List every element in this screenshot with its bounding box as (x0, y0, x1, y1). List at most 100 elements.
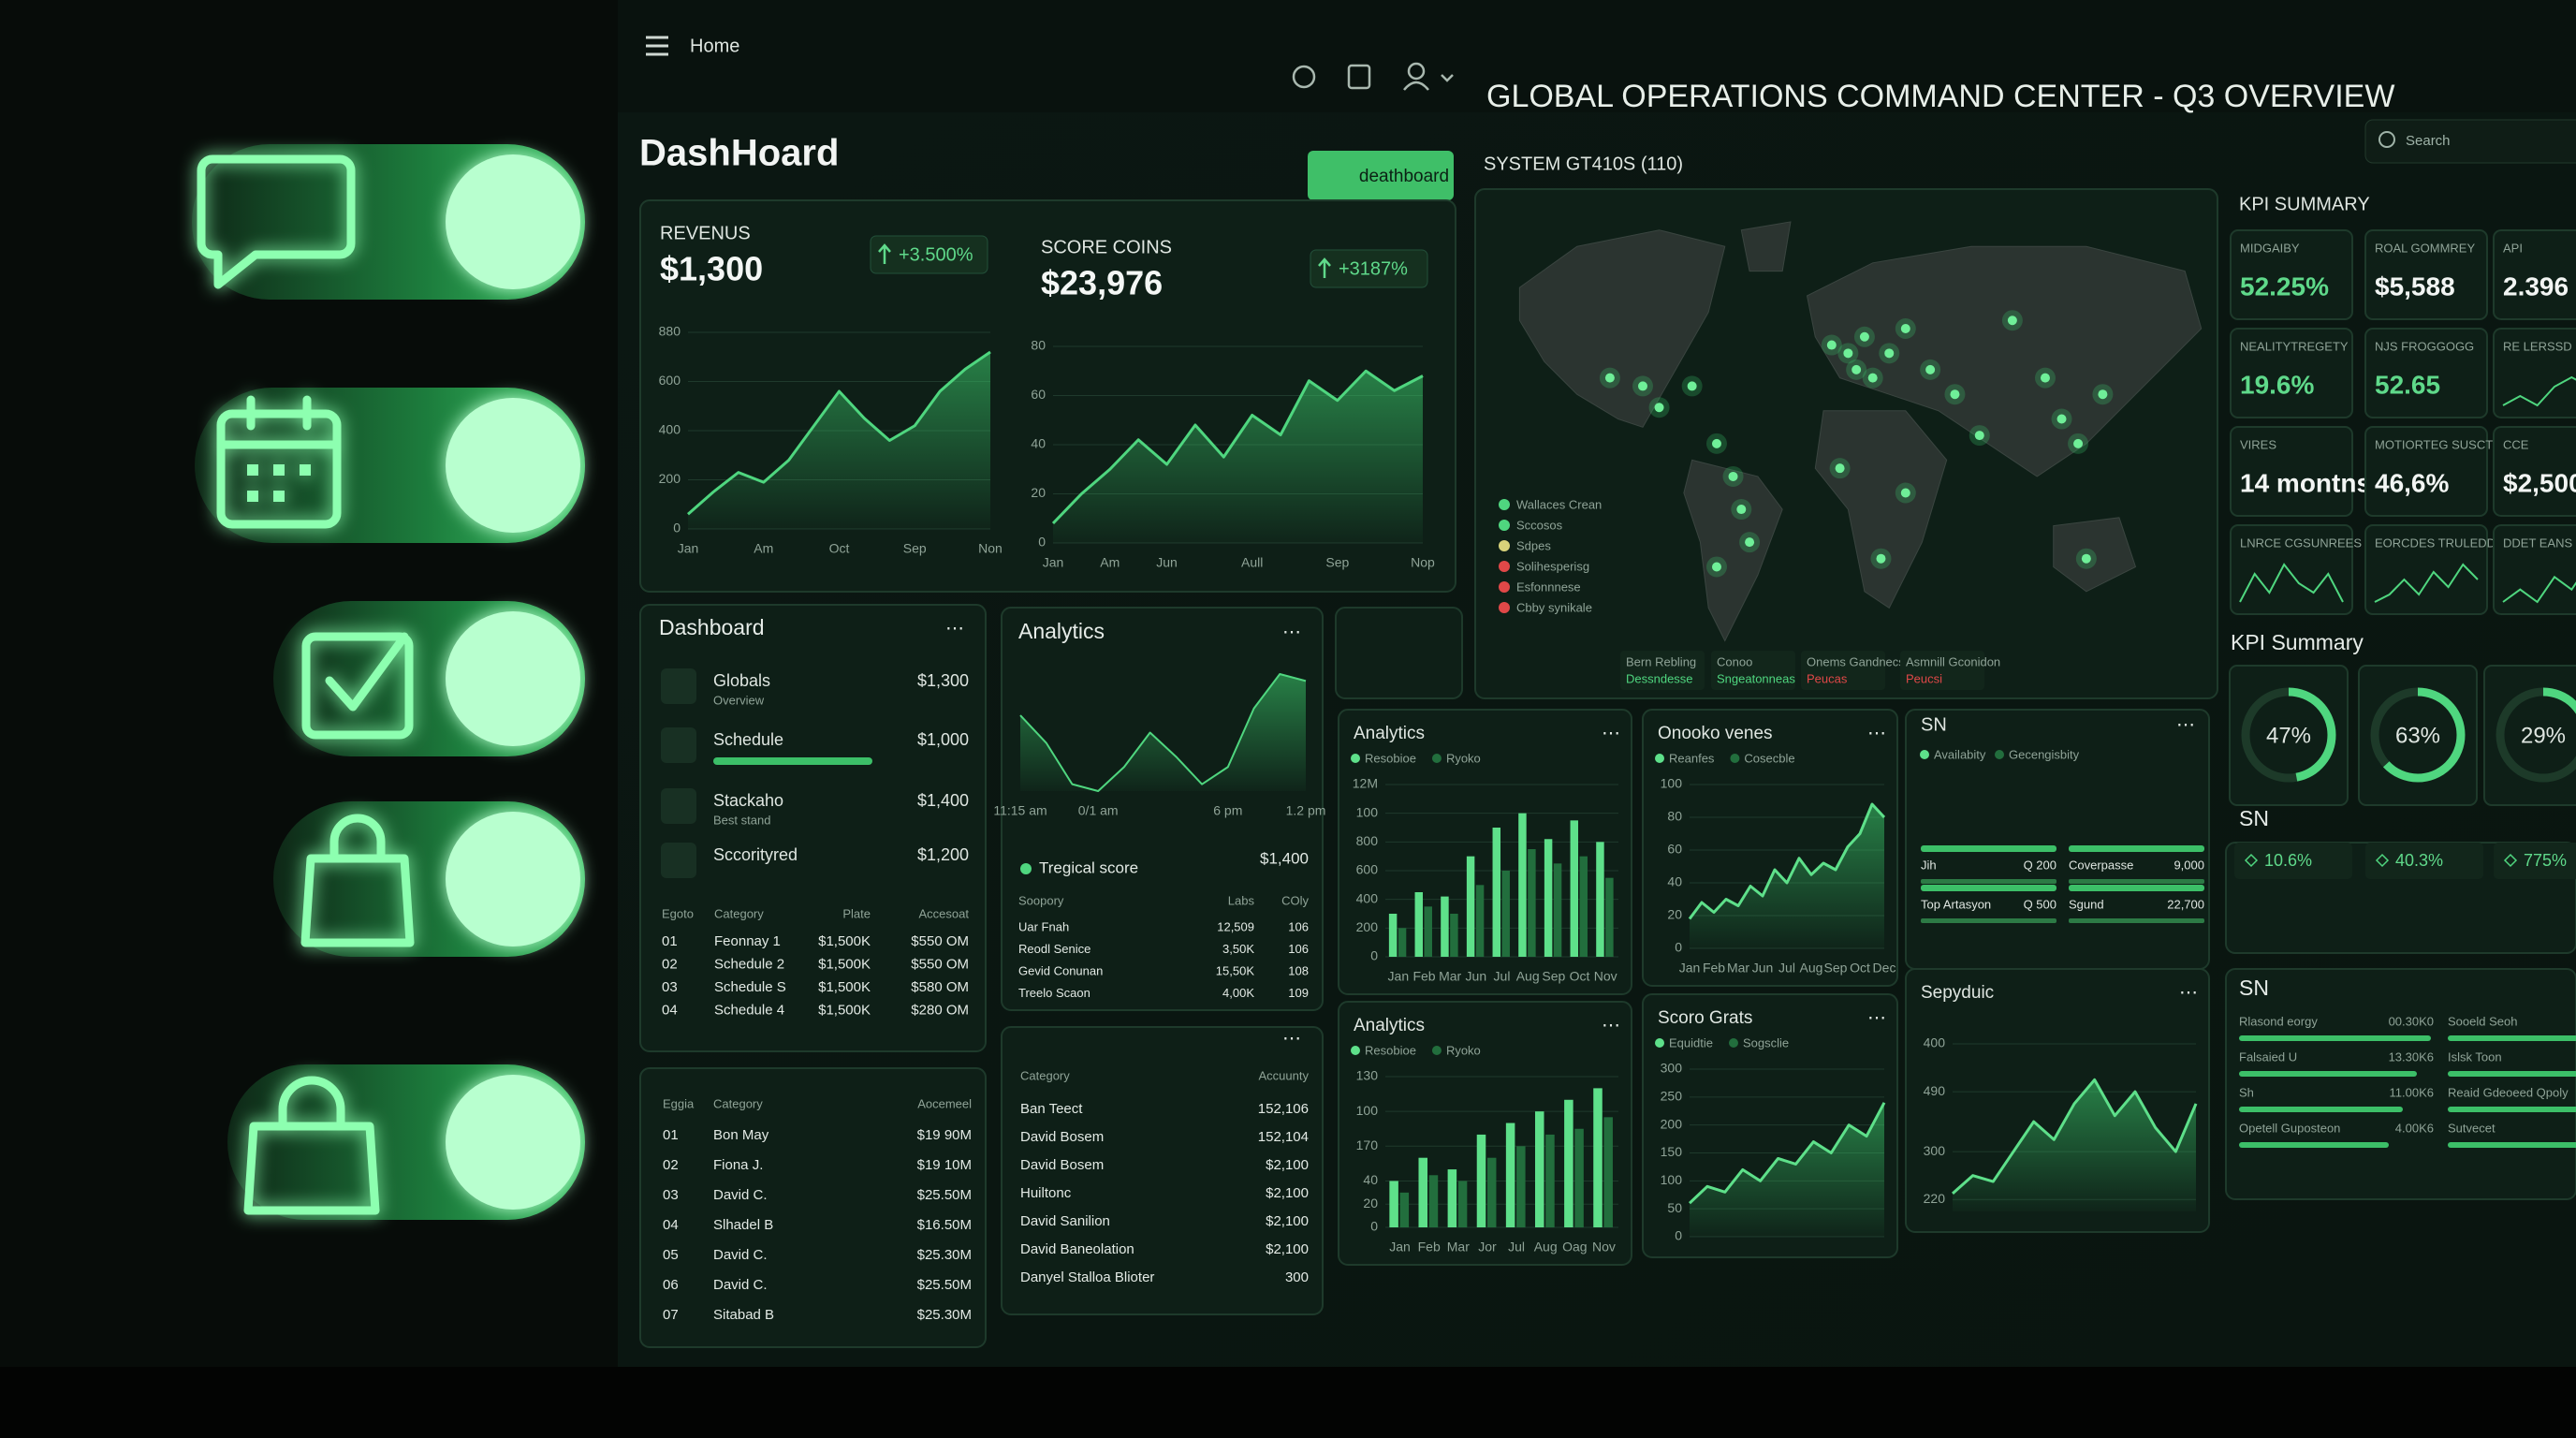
x-tick-label: Dec (1873, 961, 1896, 976)
map-dot (1711, 562, 1721, 572)
panel-title: Analytics (1354, 724, 1425, 743)
bar (1399, 1192, 1410, 1227)
x-tick-label: Jan (678, 541, 699, 556)
y-tick-label: 0 (1038, 535, 1046, 550)
check-mark (325, 632, 409, 712)
bar (1579, 856, 1588, 957)
kpi-value: 52.65 (2375, 370, 2440, 399)
score-dot (1020, 863, 1032, 874)
sn-row-label: Sutvecet (2448, 1121, 2496, 1135)
table-cell: Fiona J. (713, 1157, 763, 1173)
table-cell: Ban Teect (1020, 1101, 1083, 1117)
kpi-label: MIDGAIBY (2240, 241, 2300, 255)
toggle[interactable] (192, 144, 585, 300)
x-tick-label: Feb (1703, 961, 1725, 976)
table-cell: $25.30M (917, 1247, 972, 1263)
legend-label: Wallaces Crean (1516, 497, 1602, 511)
sn-bar (2069, 885, 2204, 891)
bar (1457, 1181, 1468, 1227)
x-tick-label: Non (978, 541, 1003, 556)
calendar-dot (247, 491, 258, 502)
gauge-arc (2370, 687, 2466, 783)
toggle-icon (301, 632, 414, 740)
kpi-tile (2364, 328, 2488, 418)
toggle[interactable] (227, 1064, 585, 1220)
continent (1806, 245, 2203, 477)
continent (2053, 517, 2137, 593)
up-arrow (1318, 257, 1331, 278)
x-tick-label: Nop (1411, 555, 1435, 570)
x-tick-label: Nov (1592, 1240, 1616, 1255)
sparkline (2239, 563, 2344, 603)
toggle[interactable] (273, 801, 585, 957)
y-tick-label: 80 (1031, 338, 1046, 353)
bar (1486, 1157, 1497, 1227)
toggle[interactable] (273, 601, 585, 756)
legend-dot (1499, 499, 1510, 510)
sn-row-value: 9,000 (2174, 858, 2204, 872)
home-link[interactable]: Home (690, 36, 739, 56)
x-tick-label: Mar (1439, 969, 1461, 984)
bar (1505, 1123, 1515, 1227)
menu-icon[interactable] (646, 36, 668, 56)
bar (1389, 1181, 1398, 1227)
sn-bar (1921, 885, 2056, 891)
continent (1814, 410, 1948, 609)
gauge-arc (2241, 687, 2336, 783)
toggle[interactable] (195, 388, 585, 543)
button-label[interactable]: deathboard (1359, 167, 1449, 186)
y-tick-label: 800 (1356, 833, 1379, 848)
y-tick-label: 100 (1356, 1103, 1379, 1118)
gauge-label: 29% (2521, 723, 2566, 748)
map-dot (1852, 364, 1862, 374)
bar (1450, 914, 1458, 957)
table-cell: Bon May (713, 1127, 769, 1143)
table-cell: 4,00K (1222, 986, 1254, 1000)
legend-dot (1499, 561, 1510, 572)
x-tick-label: 0/1 am (1078, 803, 1119, 818)
x-tick-label: Oct (1850, 961, 1870, 976)
panel-empty (1335, 607, 1463, 699)
card-value: $1,300 (660, 250, 763, 288)
table-header: Accuunty (1259, 1068, 1310, 1082)
table-cell: 06 (663, 1277, 679, 1293)
sn-row-value: 13.30K6 (2389, 1049, 2434, 1064)
sn-icon (2244, 853, 2259, 868)
bag-handle (329, 814, 386, 863)
kpi-label: API (2503, 241, 2523, 255)
stat-sub: Peucsi (1906, 671, 1942, 685)
toolbar-icons[interactable] (1292, 62, 1454, 91)
legend-dot (1431, 1046, 1442, 1055)
x-tick-label: Jan (1389, 1240, 1411, 1255)
floor (0, 1367, 2576, 1438)
x-tick-label: Jul (1494, 969, 1511, 984)
bag-icon (300, 854, 415, 947)
table-cell: $550 OM (911, 956, 969, 972)
legend-dot (1499, 540, 1510, 551)
table-cell: 02 (662, 956, 678, 972)
map-dot (1736, 505, 1747, 515)
legend-label: Equidtie (1669, 1035, 1713, 1049)
y-tick-label: 100 (1661, 776, 1683, 791)
kpi-value: $2,500 (2503, 468, 2576, 497)
panel (1905, 709, 2210, 970)
calendar-dot (300, 464, 311, 476)
more-menu: ⋯ (1867, 1007, 1886, 1028)
panel (639, 604, 987, 1052)
y-tick-label: 0 (673, 521, 681, 536)
toggle-icon (216, 395, 342, 529)
dashboard-button[interactable] (1308, 151, 1454, 200)
kpi-label: DDET EANS (2503, 536, 2572, 550)
search-box[interactable] (2364, 119, 2576, 164)
legend-label: Ryoko (1446, 751, 1481, 765)
stat-box (1620, 651, 1705, 690)
legend-label: Reanfes (1669, 751, 1715, 765)
sn-row-value: Q 200 (2024, 858, 2056, 872)
page-title: DashHoard (639, 133, 839, 174)
map-dot (1826, 340, 1837, 350)
gauge-label: 63% (2395, 723, 2440, 748)
kpi-tile (2230, 229, 2353, 320)
legend-label: Cbby synikale (1516, 600, 1592, 614)
sn-row-value: 4.00K6 (2395, 1121, 2434, 1135)
kpi-label: NJS FROGGOGG (2375, 339, 2474, 353)
